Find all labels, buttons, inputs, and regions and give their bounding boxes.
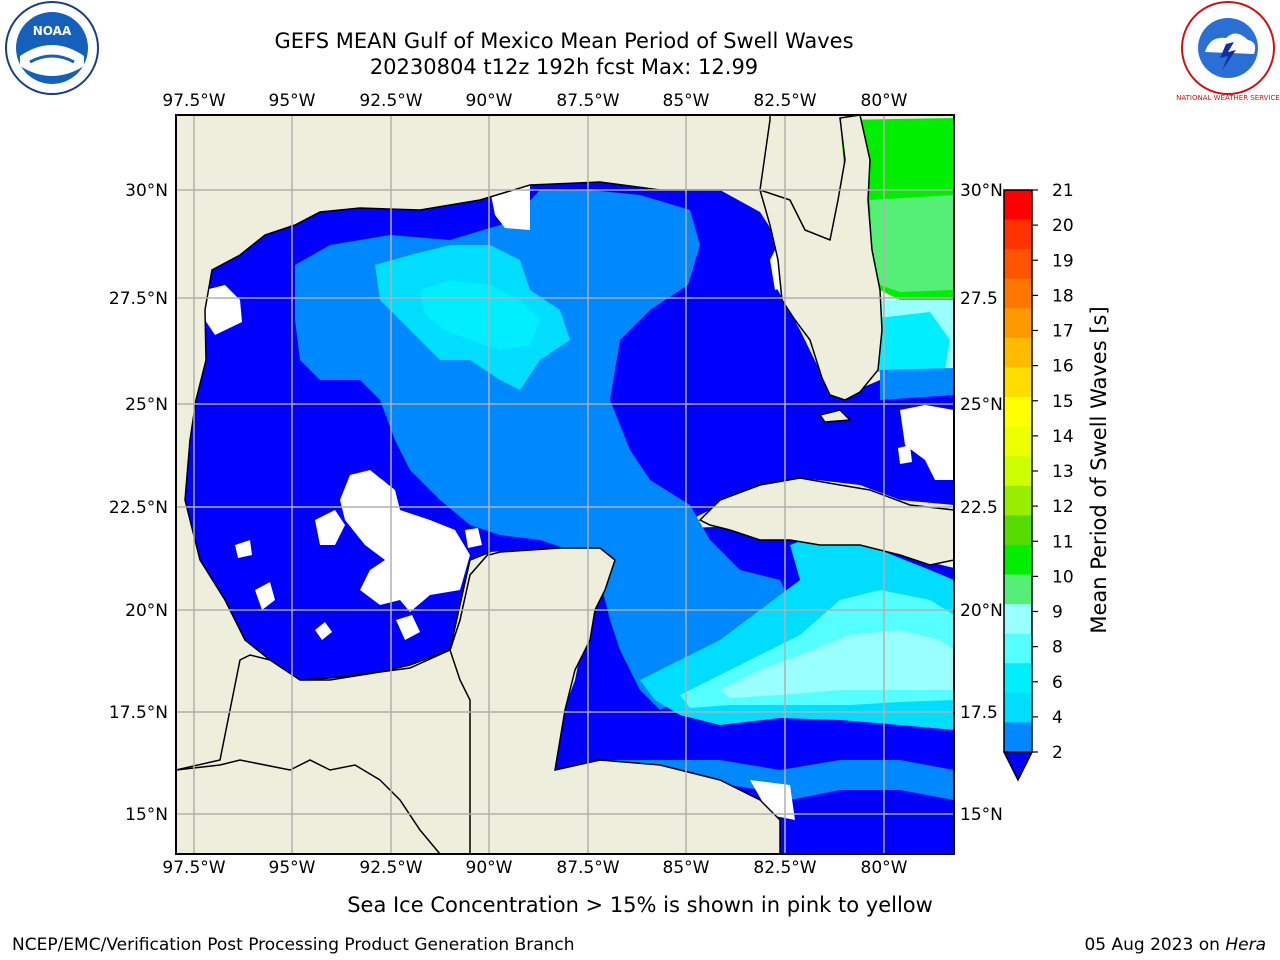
title-line1: GEFS MEAN Gulf of Mexico Mean Period of …: [274, 29, 853, 53]
no-data-patches: [205, 185, 954, 820]
lon-label-top: 82.5°W: [753, 91, 816, 111]
colorbar-segment: [1004, 485, 1032, 516]
colorbar-tick-label: 14: [1052, 427, 1074, 447]
lat-labels-right: 30°N 27.5 25°N 22.5 20°N 17.5 15°N: [960, 181, 1003, 825]
atlantic-blue: [880, 368, 954, 400]
title-line2: 20230804 t12z 192h fcst Max: 12.99: [370, 55, 758, 79]
lon-label-top: 87.5°W: [556, 91, 619, 111]
colorbar-segment: [1004, 574, 1032, 605]
colorbar-tick-label: 12: [1052, 497, 1074, 517]
colorbar-segment: [1004, 604, 1032, 635]
colorbar-tick-label: 13: [1052, 462, 1074, 482]
map-area: [176, 115, 954, 854]
colorbar-tick-label: 4: [1052, 708, 1063, 728]
map-frame: [175, 114, 955, 855]
lon-label-bottom: 92.5°W: [359, 858, 422, 878]
lat-label-right: 20°N: [960, 601, 1003, 621]
atlantic-cyan: [878, 312, 950, 380]
colorbar-segment: [1004, 456, 1032, 487]
colorbar-segment: [1004, 367, 1032, 398]
lon-labels-top: 97.5°W 95°W 92.5°W 90°W 87.5°W 85°W 82.5…: [162, 91, 907, 111]
colorbar-tick-label: 17: [1052, 322, 1074, 342]
colorbar-tick-label: 8: [1052, 638, 1063, 658]
colorbar-label: Mean Period of Swell Waves [s]: [1087, 306, 1111, 633]
lon-label-bottom: 82.5°W: [753, 858, 816, 878]
lat-label-right: 15°N: [960, 805, 1003, 825]
lat-labels-left: 30°N 27.5°N 25°N 22.5°N 20°N 17.5°N 15°N: [109, 181, 168, 825]
colorbar-tick-label: 18: [1052, 286, 1074, 306]
colorbar-tick-label: 16: [1052, 357, 1074, 377]
gridlines: [176, 115, 954, 854]
lon-labels-bottom: 97.5°W 95°W 92.5°W 90°W 87.5°W 85°W 82.5…: [162, 858, 907, 878]
colorbar-tick-label: 9: [1052, 603, 1063, 623]
machine-name: Hera: [1225, 935, 1266, 955]
lat-label-right: 25°N: [960, 395, 1003, 415]
colorbar-tick-label: 21: [1052, 181, 1074, 201]
lon-label-bottom: 87.5°W: [556, 858, 619, 878]
colorbar-segment: [1004, 722, 1032, 753]
lat-label-left: 15°N: [125, 805, 168, 825]
colorbar-tick-label: 10: [1052, 567, 1074, 587]
date-value: 05 Aug 2023 on: [1084, 935, 1225, 955]
lon-label-top: 97.5°W: [162, 91, 225, 111]
colorbar-segment: [1004, 219, 1032, 250]
lon-label-top: 85°W: [663, 91, 710, 111]
colorbar-tick-label: 11: [1052, 532, 1074, 552]
lon-label-top: 92.5°W: [359, 91, 422, 111]
lat-label-left: 20°N: [125, 601, 168, 621]
lat-label-left: 30°N: [125, 181, 168, 201]
lon-label-top: 90°W: [466, 91, 513, 111]
lat-label-right: 22.5: [960, 498, 998, 518]
lat-label-left: 25°N: [125, 395, 168, 415]
lon-label-top: 95°W: [269, 91, 316, 111]
nws-logo: NATIONAL WEATHER SERVICE: [1176, 1, 1280, 102]
colorbar-tick-label: 19: [1052, 251, 1074, 271]
colorbar-tick-label: 20: [1052, 216, 1074, 236]
atlantic-water-2: [870, 195, 954, 292]
carib-pale: [720, 630, 954, 698]
noaa-logo: NOAA: [5, 1, 99, 95]
colorbar-tick-label: 2: [1052, 743, 1063, 763]
colorbar-segment: [1004, 426, 1032, 457]
lat-label-left: 22.5°N: [109, 498, 168, 518]
lat-label-left: 17.5°N: [109, 703, 168, 723]
sea-ice-note: Sea Ice Concentration > 15% is shown in …: [347, 893, 933, 917]
lat-label-left: 27.5°N: [109, 289, 168, 309]
lon-label-bottom: 80°W: [861, 858, 908, 878]
colorbar-tick-label: 15: [1052, 392, 1074, 412]
lon-label-bottom: 85°W: [663, 858, 710, 878]
colorbar: 21 20 19 18 17 16 15 14 13 12 11 10 9 8 6 4 2: [1002, 181, 1074, 782]
colorbar-tick-label: 6: [1052, 673, 1063, 693]
colorbar-segment: [1004, 633, 1032, 664]
colorbar-segment: [1004, 249, 1032, 280]
colorbar-segment: [1004, 515, 1032, 546]
colorbar-segment: [1004, 337, 1032, 368]
colorbar-extension: [1002, 751, 1034, 782]
lat-label-right: 30°N: [960, 181, 1003, 201]
colorbar-segment: [1004, 397, 1032, 428]
colorbar-segment: [1004, 278, 1032, 309]
colorbar-segment: [1004, 308, 1032, 339]
noaa-logo-text: NOAA: [33, 24, 72, 38]
lon-label-top: 80°W: [861, 91, 908, 111]
lon-label-bottom: 90°W: [466, 858, 513, 878]
lon-label-bottom: 97.5°W: [162, 858, 225, 878]
colorbar-segment: [1004, 663, 1032, 694]
nws-logo-text: NATIONAL WEATHER SERVICE: [1176, 94, 1280, 102]
colorbar-segment: [1004, 692, 1032, 723]
colorbar-segment: [1004, 544, 1032, 576]
lon-label-bottom: 95°W: [269, 858, 316, 878]
lat-label-right: 17.5: [960, 703, 998, 723]
date-text: 05 Aug 2023 on Hera: [1084, 935, 1266, 955]
lat-label-right: 27.5: [960, 289, 998, 309]
colorbar-segment: [1004, 190, 1032, 221]
credit-text: NCEP/EMC/Verification Post Processing Pr…: [12, 935, 575, 955]
